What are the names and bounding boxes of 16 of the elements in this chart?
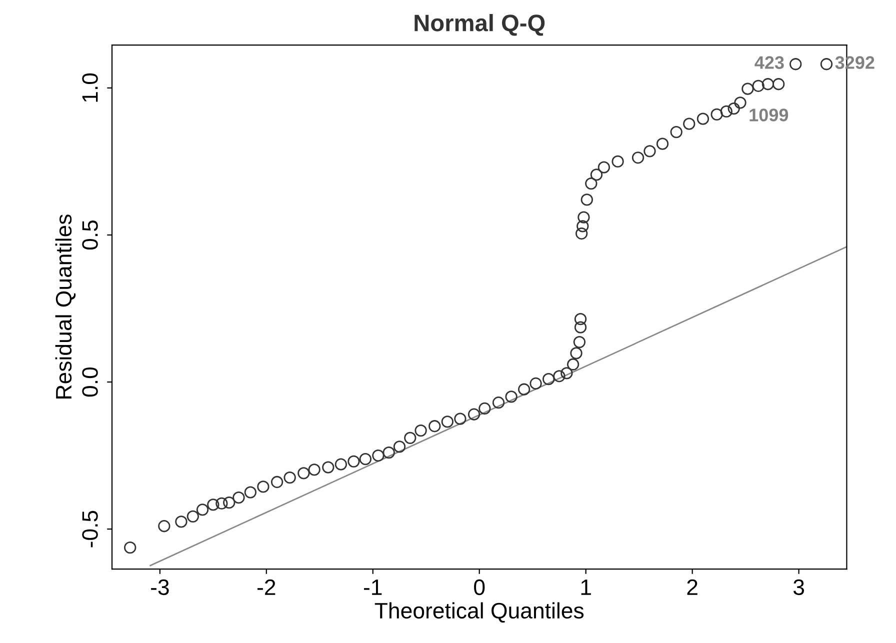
x-tick-label: -3 bbox=[151, 579, 169, 596]
y-tick-label: 0.0 bbox=[82, 367, 98, 397]
x-tick-label: -1 bbox=[364, 580, 382, 595]
x-tick-label: 3 bbox=[793, 579, 804, 596]
x-tick-label: -2 bbox=[258, 579, 276, 595]
y-tick-label: -0.5 bbox=[82, 510, 98, 548]
y-axis-title: Residual Quantiles bbox=[55, 214, 76, 398]
annotation: 1099 bbox=[750, 108, 788, 122]
x-axis-title: Theoretical Quantiles bbox=[374, 602, 584, 623]
y-tick-label: 1.0 bbox=[82, 73, 98, 102]
chart-title: Normal Q-Q bbox=[414, 14, 545, 36]
x-tick-label: 0 bbox=[474, 579, 485, 596]
x-tick-label: 2 bbox=[687, 579, 698, 595]
annotation: 423 bbox=[754, 56, 784, 69]
y-tick-label: 0.5 bbox=[82, 220, 98, 250]
x-tick-label: 1 bbox=[581, 580, 591, 595]
